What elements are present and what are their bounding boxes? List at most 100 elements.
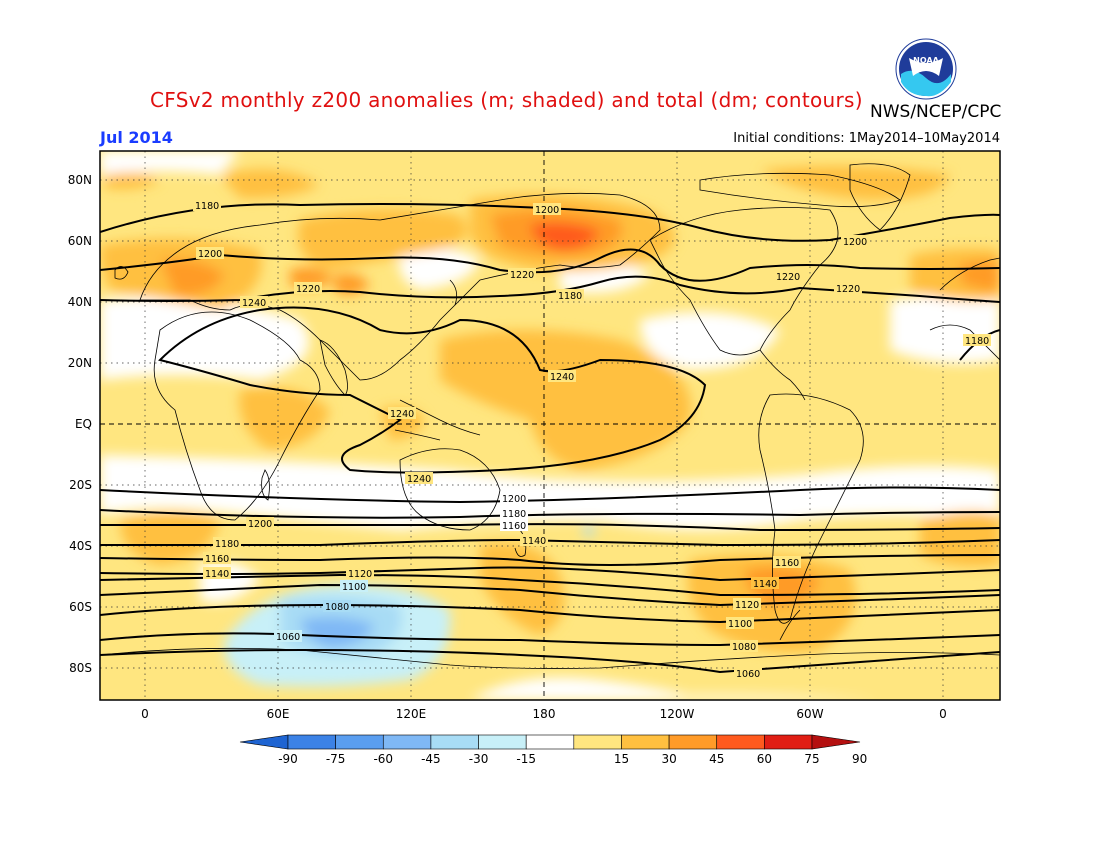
lat-label: EQ <box>75 417 92 431</box>
map-frame <box>99 150 1001 701</box>
equator-dateline <box>100 151 1000 700</box>
colorbar-arrow-low <box>239 734 289 750</box>
lon-label: 60W <box>796 707 823 721</box>
svg-text:1220: 1220 <box>510 270 534 281</box>
agency-label: NWS/NCEP/CPC <box>870 102 1002 122</box>
svg-text:1180: 1180 <box>195 201 219 212</box>
svg-text:1180: 1180 <box>558 291 582 302</box>
colorbar-tick-label: 45 <box>709 752 724 766</box>
lon-label: 120W <box>660 707 695 721</box>
colorbar-swatch <box>430 734 479 750</box>
contour-label: 1140 <box>203 567 231 580</box>
contour-label: 1200 <box>196 247 224 260</box>
lon-label: 120E <box>396 707 427 721</box>
contour-label: 1180 <box>556 289 584 302</box>
contour-label: 1220 <box>294 282 322 295</box>
contour-label: 1140 <box>520 534 548 547</box>
colorbar-swatch <box>573 734 622 750</box>
lon-label: 180 <box>533 707 556 721</box>
logo-text: NOAA <box>913 56 939 65</box>
contour-label: 1060 <box>274 630 302 643</box>
lat-label: 40N <box>68 295 92 309</box>
contour-label: 1180 <box>500 507 528 520</box>
svg-text:1120: 1120 <box>348 569 372 580</box>
contour-label: 1060 <box>734 667 762 680</box>
svg-text:1220: 1220 <box>296 284 320 295</box>
contour-label: 1180 <box>963 334 991 347</box>
colorbar-tick-label: 15 <box>614 752 629 766</box>
contour-labels: 1180 1200 1220 1240 1240 1240 1240 1180 … <box>193 199 991 680</box>
contour-label: 1180 <box>213 537 241 550</box>
contour-label: 1160 <box>500 519 528 532</box>
noaa-logo: NOAA <box>895 38 957 100</box>
colorbar-tick-label: 30 <box>661 752 676 766</box>
svg-text:1240: 1240 <box>242 298 266 309</box>
coastlines <box>100 163 1000 669</box>
contour-label: 1220 <box>774 270 802 283</box>
colorbar-tick-label: -30 <box>469 752 489 766</box>
svg-text:1140: 1140 <box>522 536 546 547</box>
lat-label: 60S <box>69 600 92 614</box>
svg-text:1180: 1180 <box>965 336 989 347</box>
longitude-labels: 0 60E 120E 180 120W 60W 0 <box>141 707 947 721</box>
colorbar-tick-label: 90 <box>852 752 867 766</box>
colorbar-tick-label: 60 <box>757 752 772 766</box>
contour-label: 1080 <box>323 600 351 613</box>
colorbar-swatch <box>668 734 718 750</box>
contour-label: 1200 <box>246 517 274 530</box>
svg-text:1140: 1140 <box>205 569 229 580</box>
contour-label: 1220 <box>834 282 862 295</box>
svg-text:1080: 1080 <box>325 602 349 613</box>
colorbar-tick-label: -45 <box>421 752 441 766</box>
svg-text:1060: 1060 <box>736 669 760 680</box>
svg-text:1160: 1160 <box>205 554 229 565</box>
contour-label: 1080 <box>730 640 758 653</box>
contour-label: 1240 <box>548 370 576 383</box>
colorbar-swatch <box>287 734 336 750</box>
colorbar-tick-label: 75 <box>804 752 819 766</box>
colorbar-swatch <box>382 734 432 750</box>
contour-label: 1160 <box>203 552 231 565</box>
anomaly-shading <box>100 151 1000 700</box>
svg-text:1240: 1240 <box>390 409 414 420</box>
contour-label: 1240 <box>240 296 268 309</box>
contour-label: 1240 <box>405 472 433 485</box>
colorbar-tick-label: -75 <box>326 752 346 766</box>
colorbar-tick-label: -60 <box>373 752 393 766</box>
latitude-labels: 80N 60N 40N 20N EQ 20S 40S 60S 80S <box>68 173 92 675</box>
forecast-month: Jul 2014 <box>100 128 173 147</box>
contour-label: 1240 <box>388 407 416 420</box>
svg-text:1200: 1200 <box>248 519 272 530</box>
lat-label: 20S <box>69 478 92 492</box>
colorbar-arrow-high <box>811 734 861 750</box>
contour-label: 1200 <box>500 492 528 505</box>
color-bar: -90 -75 -60 -45 -30 -15 15 30 45 60 75 90 <box>239 734 867 766</box>
contour-label: 1200 <box>533 203 561 216</box>
lon-label: 0 <box>939 707 947 721</box>
contour-label: 1100 <box>726 617 754 630</box>
lat-label: 40S <box>69 539 92 553</box>
lat-label: 80S <box>69 661 92 675</box>
svg-text:1220: 1220 <box>776 272 800 283</box>
colorbar-tick-label: -15 <box>516 752 536 766</box>
svg-text:1140: 1140 <box>753 579 777 590</box>
contour-label: 1180 <box>193 199 221 212</box>
contour-label: 1120 <box>346 567 374 580</box>
chart-title: CFSv2 monthly z200 anomalies (m; shaded)… <box>150 88 863 112</box>
svg-text:1180: 1180 <box>215 539 239 550</box>
initial-conditions: Initial conditions: 1May2014–10May2014 <box>733 131 1000 146</box>
contour-label: 1160 <box>773 556 801 569</box>
svg-text:1240: 1240 <box>407 474 431 485</box>
colorbar-swatch <box>478 734 527 750</box>
contour-label: 1220 <box>508 268 536 281</box>
svg-text:1200: 1200 <box>843 237 867 248</box>
svg-text:1220: 1220 <box>836 284 860 295</box>
lon-label: 60E <box>267 707 290 721</box>
svg-text:1200: 1200 <box>502 494 526 505</box>
colorbar-swatch <box>335 734 384 750</box>
colorbar-swatch <box>525 734 575 750</box>
colorbar-tick-label: -90 <box>278 752 298 766</box>
colorbar-swatch <box>764 734 813 750</box>
svg-text:1160: 1160 <box>502 521 526 532</box>
